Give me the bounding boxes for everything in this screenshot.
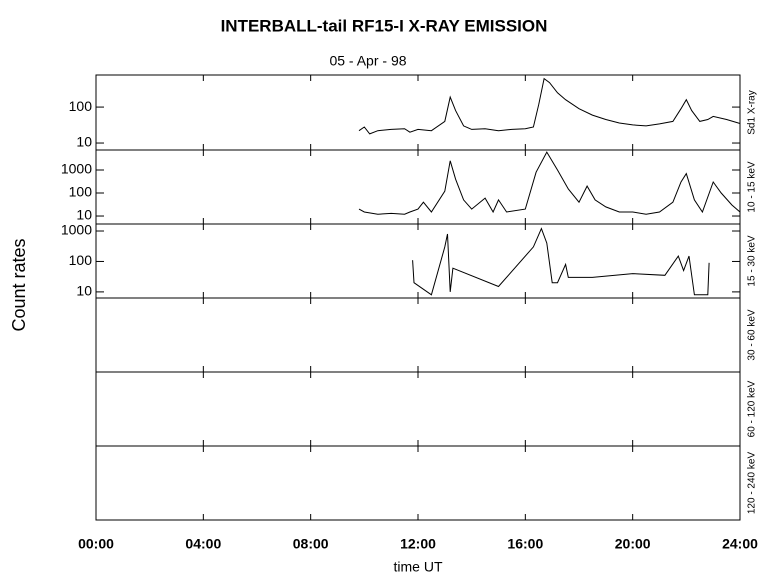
- data-line: [412, 227, 710, 296]
- panel-frame: [95, 445, 741, 521]
- panel-label: 30 - 60 keV: [747, 309, 758, 360]
- y-tick-label: 10: [76, 207, 92, 223]
- y-tick-label: 1000: [61, 161, 92, 177]
- y-tick-label: 1000: [61, 222, 92, 238]
- panel-frame: [95, 223, 741, 299]
- panel-label: Sd1 X-ray: [747, 90, 758, 134]
- y-tick-label: 100: [69, 184, 93, 200]
- y-tick-label: 100: [69, 98, 93, 114]
- x-tick-label: 24:00: [722, 536, 758, 552]
- data-line: [358, 77, 741, 135]
- chart-title: INTERBALL-tail RF15-I X-RAY EMISSION: [221, 16, 548, 35]
- y-tick-label: 100: [69, 252, 93, 268]
- x-tick-label: 04:00: [185, 536, 221, 552]
- data-line: [358, 151, 741, 215]
- panel-label: 10 - 15 keV: [747, 161, 758, 212]
- panel-frame: [95, 297, 741, 373]
- panel-frame: [95, 149, 741, 225]
- y-axis-label: Count rates: [9, 238, 29, 331]
- x-tick-label: 16:00: [507, 536, 543, 552]
- chart-subtitle: 05 - Apr - 98: [329, 53, 406, 69]
- y-tick-label: 10: [76, 134, 92, 150]
- x-tick-label: 00:00: [78, 536, 114, 552]
- x-tick-label: 20:00: [615, 536, 651, 552]
- panel-frame: [95, 74, 741, 151]
- panel-label: 60 - 120 keV: [747, 380, 758, 437]
- y-tick-label: 10: [76, 283, 92, 299]
- panel-frame: [95, 371, 741, 447]
- x-axis-label: time UT: [394, 559, 443, 575]
- x-tick-label: 12:00: [400, 536, 436, 552]
- panel-label: 120 - 240 keV: [747, 452, 758, 515]
- panel-label: 15 - 30 keV: [747, 235, 758, 286]
- x-tick-label: 08:00: [293, 536, 329, 552]
